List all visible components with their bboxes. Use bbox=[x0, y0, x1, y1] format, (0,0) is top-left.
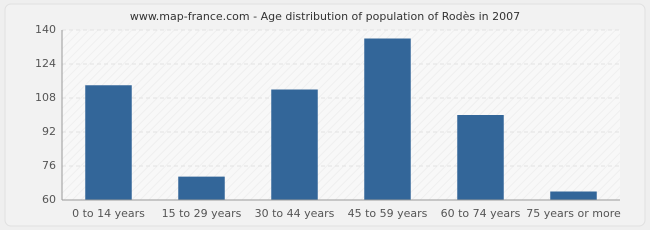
x-tick-label: 0 to 14 years bbox=[72, 207, 145, 220]
y-tick-label: 124 bbox=[35, 57, 56, 70]
chart: www.map-france.com - Age distribution of… bbox=[0, 0, 650, 230]
x-tick-label: 45 to 59 years bbox=[348, 207, 428, 220]
bar bbox=[178, 176, 225, 200]
bar bbox=[457, 115, 504, 200]
plot-area bbox=[62, 30, 620, 200]
y-tick-label: 60 bbox=[42, 193, 56, 206]
x-tick-label: 75 years or more bbox=[526, 207, 621, 220]
bar bbox=[550, 191, 597, 200]
bar bbox=[271, 89, 318, 200]
chart-title: www.map-france.com - Age distribution of… bbox=[130, 10, 520, 23]
y-tick-label: 76 bbox=[42, 159, 56, 172]
x-tick-label: 30 to 44 years bbox=[255, 207, 335, 220]
y-tick-label: 140 bbox=[35, 23, 56, 36]
x-tick-label: 60 to 74 years bbox=[441, 207, 521, 220]
x-tick-label: 15 to 29 years bbox=[162, 207, 242, 220]
bar bbox=[364, 38, 411, 200]
page: {"chart_data": {"type": "bar", "title": … bbox=[0, 0, 650, 230]
bar bbox=[85, 85, 132, 200]
y-tick-label: 92 bbox=[42, 125, 56, 138]
y-tick-label: 108 bbox=[35, 91, 56, 104]
